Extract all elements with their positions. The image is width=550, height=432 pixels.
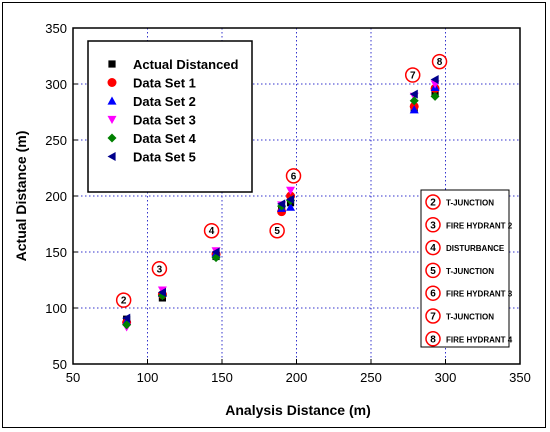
data-points	[122, 75, 440, 332]
y-tick-label: 250	[45, 133, 67, 148]
y-tick-label: 350	[45, 21, 67, 36]
legend-marker	[108, 60, 116, 68]
annotation-key-box: 2 T-JUNCTION 3 FIRE HYDRANT 2 4 DISTURBANCE 5 T…	[420, 189, 513, 348]
annotation-label: 7	[410, 71, 416, 82]
y-tick-label: 200	[45, 189, 67, 204]
legend-label: Data Set 5	[133, 150, 196, 165]
annotation-label: 4	[209, 226, 215, 237]
data-point	[286, 194, 295, 204]
legend-label: Data Set 2	[133, 94, 196, 109]
annotation-circle	[269, 222, 285, 239]
key-text: DISTURBANCE	[446, 244, 505, 253]
x-tick-label: 200	[286, 370, 308, 385]
legend-label: Data Set 3	[133, 113, 196, 128]
axis-ticks: 50 100 150 200 250 300 350 50 100 150 200 250 300 350	[45, 21, 531, 385]
key-number: 5	[430, 266, 436, 277]
key-number: 6	[430, 289, 436, 300]
data-point	[157, 287, 166, 297]
annotation-circle	[115, 292, 132, 308]
x-tick-label: 300	[435, 370, 457, 385]
data-point	[122, 320, 132, 330]
data-point	[409, 89, 418, 99]
x-tick-label: 100	[137, 370, 159, 385]
key-number-circle	[425, 239, 441, 256]
legend-marker	[107, 96, 117, 105]
annotation-circle	[431, 53, 448, 70]
data-point	[430, 91, 440, 101]
data-point	[286, 186, 296, 195]
annotation-circle	[285, 168, 302, 184]
legend-label: Data Set 1	[133, 76, 196, 91]
data-point	[277, 199, 286, 209]
data-point	[122, 313, 131, 323]
key-number-circle	[425, 262, 441, 279]
legend: Actual Distanced Data Set 1 Data Set 2 Data…	[87, 40, 253, 193]
key-number: 4	[430, 243, 436, 254]
key-text: FIRE HYDRANT 2	[446, 221, 513, 230]
y-tick-label: 50	[53, 357, 67, 372]
legend-marker	[107, 152, 116, 161]
key-number: 3	[430, 220, 436, 231]
annotation-label: 2	[121, 296, 127, 307]
annotation-label: 6	[291, 171, 297, 182]
annotations: 2 3 4 5 6 7 8	[115, 53, 448, 308]
key-text: T-JUNCTION	[446, 313, 494, 322]
legend-marker	[107, 133, 117, 143]
data-point	[286, 202, 296, 211]
annotation-label: 8	[437, 57, 443, 68]
legend-label: Actual Distanced	[133, 57, 239, 72]
y-tick-label: 300	[45, 77, 67, 92]
legend-label: Data Set 4	[133, 131, 197, 146]
x-tick-label: 250	[360, 370, 382, 385]
x-tick-label: 350	[509, 370, 531, 385]
x-tick-label: 150	[211, 370, 233, 385]
annotation-label: 3	[157, 264, 163, 275]
annotation-label: 5	[274, 226, 280, 237]
key-text: FIRE HYDRANT 4	[446, 335, 513, 344]
key-number-circle	[425, 285, 441, 301]
key-number: 2	[430, 198, 436, 209]
y-tick-label: 100	[45, 301, 67, 316]
key-number-circle	[425, 308, 441, 324]
data-point	[409, 96, 419, 106]
key-number: 8	[430, 334, 436, 345]
annotation-circle	[151, 261, 168, 277]
data-point	[409, 105, 419, 114]
figure-frame	[2, 2, 546, 428]
legend-marker	[107, 78, 117, 87]
legend-marker	[107, 115, 117, 124]
key-text: FIRE HYDRANT 3	[446, 290, 513, 299]
y-tick-label: 150	[45, 245, 67, 260]
data-point	[430, 75, 439, 85]
annotation-circle	[203, 222, 220, 239]
key-number-circle	[425, 217, 441, 233]
key-text: T-JUNCTION	[446, 199, 494, 208]
data-point	[211, 247, 220, 257]
series-6	[122, 75, 439, 323]
key-number-circle	[425, 194, 441, 210]
key-number: 7	[430, 312, 436, 323]
key-text: T-JUNCTION	[446, 267, 494, 276]
x-axis-label: Analysis Distance (m)	[225, 402, 371, 418]
key-number-circle	[425, 331, 441, 347]
y-axis-label: Actual Distance (m)	[13, 131, 29, 262]
x-tick-label: 50	[66, 370, 80, 385]
annotation-circle	[404, 67, 421, 83]
